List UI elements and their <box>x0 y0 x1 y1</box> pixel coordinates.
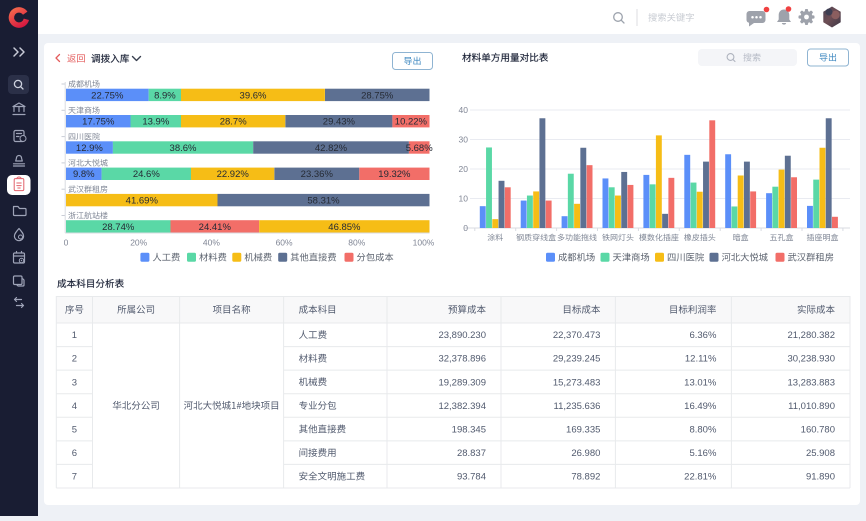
svg-text:20%: 20% <box>130 238 147 248</box>
svg-text:40: 40 <box>459 105 469 115</box>
svg-text:11,010.890: 11,010.890 <box>788 401 835 412</box>
svg-text:12.9%: 12.9% <box>76 143 103 154</box>
svg-text:22.92%: 22.92% <box>217 169 250 180</box>
svg-text:24.6%: 24.6% <box>133 169 160 180</box>
svg-text:40%: 40% <box>203 238 220 248</box>
svg-text:24.41%: 24.41% <box>199 222 232 233</box>
svg-text:23.36%: 23.36% <box>301 169 334 180</box>
svg-text:8.80%: 8.80% <box>689 424 716 435</box>
svg-text:78.892: 78.892 <box>571 472 600 483</box>
svg-text:6.36%: 6.36% <box>689 330 716 341</box>
svg-text:20: 20 <box>459 164 469 174</box>
svg-text:28.7%: 28.7% <box>220 117 247 128</box>
svg-text:1: 1 <box>72 330 77 341</box>
svg-text:5.68%: 5.68% <box>406 143 433 154</box>
svg-text:12,382.394: 12,382.394 <box>438 401 486 412</box>
svg-text:19.32%: 19.32% <box>378 169 411 180</box>
svg-text:4: 4 <box>72 401 77 412</box>
svg-text:58.31%: 58.31% <box>307 196 340 207</box>
svg-text:32,378.896: 32,378.896 <box>438 354 486 365</box>
svg-text:13,283.883: 13,283.883 <box>787 377 835 388</box>
svg-text:23,890.230: 23,890.230 <box>438 330 486 341</box>
svg-text:16.49%: 16.49% <box>684 401 717 412</box>
svg-text:60%: 60% <box>276 238 293 248</box>
svg-text:28.74%: 28.74% <box>102 222 135 233</box>
svg-text:0: 0 <box>64 238 69 248</box>
svg-text:22,370.473: 22,370.473 <box>553 330 601 341</box>
svg-text:80%: 80% <box>348 238 365 248</box>
svg-text:13.9%: 13.9% <box>142 117 169 128</box>
svg-text:100%: 100% <box>413 238 435 248</box>
svg-text:22.81%: 22.81% <box>684 472 717 483</box>
svg-text:15,273.483: 15,273.483 <box>553 377 601 388</box>
svg-text:7: 7 <box>72 472 77 483</box>
svg-text:25.908: 25.908 <box>806 448 835 459</box>
svg-text:39.6%: 39.6% <box>240 90 267 101</box>
svg-text:12.11%: 12.11% <box>685 354 717 365</box>
svg-text:93.784: 93.784 <box>457 472 486 483</box>
svg-text:11,235.636: 11,235.636 <box>554 401 601 412</box>
svg-text:9.8%: 9.8% <box>73 169 95 180</box>
svg-text:10.22%: 10.22% <box>395 117 428 128</box>
svg-text:198.345: 198.345 <box>452 424 486 435</box>
svg-text:160.780: 160.780 <box>801 424 835 435</box>
svg-text:3: 3 <box>72 377 77 388</box>
svg-text:0: 0 <box>463 223 468 233</box>
svg-text:28.75%: 28.75% <box>361 90 394 101</box>
svg-text:5: 5 <box>72 424 77 435</box>
svg-text:28.837: 28.837 <box>457 448 486 459</box>
svg-text:8.9%: 8.9% <box>154 90 176 101</box>
svg-text:5.16%: 5.16% <box>689 448 716 459</box>
svg-text:30: 30 <box>459 135 469 145</box>
svg-text:29,239.245: 29,239.245 <box>553 354 601 365</box>
svg-text:22.75%: 22.75% <box>91 90 124 101</box>
svg-text:21,280.382: 21,280.382 <box>787 330 835 341</box>
svg-text:10: 10 <box>459 194 469 204</box>
svg-text:91.890: 91.890 <box>806 472 835 483</box>
svg-text:2: 2 <box>72 354 77 365</box>
svg-text:17.75%: 17.75% <box>82 117 115 128</box>
svg-text:30,238.930: 30,238.930 <box>787 354 835 365</box>
svg-text:169.335: 169.335 <box>566 424 600 435</box>
svg-text:38.6%: 38.6% <box>170 143 197 154</box>
svg-text:6: 6 <box>72 448 77 459</box>
svg-text:13.01%: 13.01% <box>684 377 717 388</box>
svg-text:41.69%: 41.69% <box>126 196 159 207</box>
svg-text:42.82%: 42.82% <box>315 143 348 154</box>
svg-text:46.85%: 46.85% <box>328 222 361 233</box>
svg-text:19,289.309: 19,289.309 <box>438 377 486 388</box>
svg-text:29.43%: 29.43% <box>323 117 356 128</box>
svg-text:26.980: 26.980 <box>571 448 600 459</box>
